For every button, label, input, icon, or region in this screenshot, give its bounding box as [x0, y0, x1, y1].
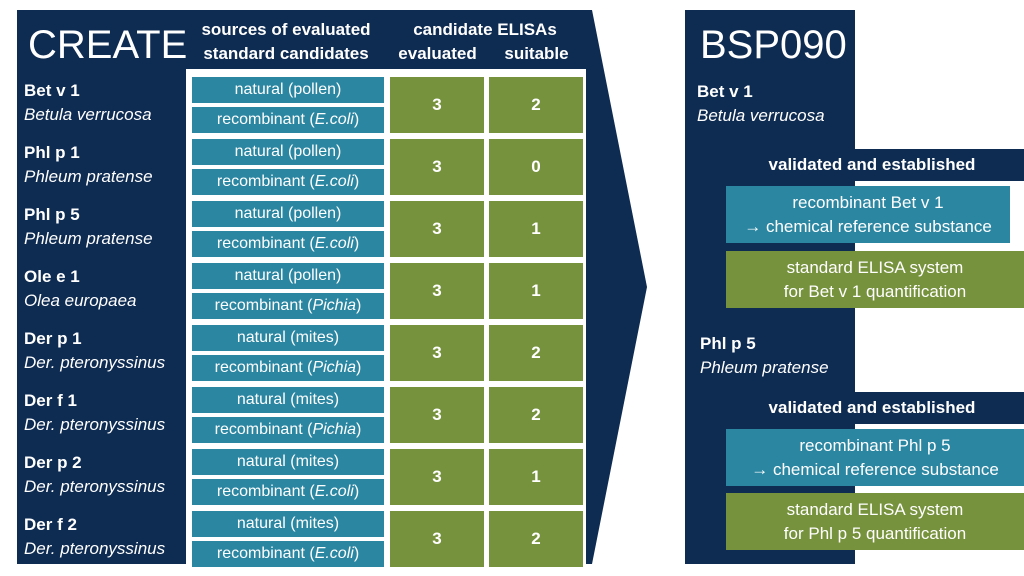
bsp-section2-elisa-box: standard ELISA system for Phl p 5 quanti…	[726, 493, 1024, 550]
row-allergen-name: Der f 1	[24, 391, 77, 410]
recombinant-prefix: recombinant (	[216, 173, 315, 190]
suitable-count-cell: 2	[489, 511, 583, 567]
recombinant-prefix: recombinant (	[216, 235, 315, 252]
evaluated-count-cell: 3	[390, 325, 484, 381]
natural-source-box: natural (pollen)	[192, 201, 384, 227]
suitable-header: suitable	[504, 44, 569, 63]
evaluated-count-cell: 3	[390, 201, 484, 257]
row-allergen-name: Phl p 5	[24, 205, 80, 224]
evaluated-count-cell: 3	[390, 387, 484, 443]
bsp-section1-elisa-box: standard ELISA system for Bet v 1 quanti…	[726, 251, 1024, 308]
bsp-section1-elisa-line1: standard ELISA system	[786, 257, 964, 277]
suitable-count-cell: 1	[489, 449, 583, 505]
bsp-section1-elisa-line2: for Bet v 1 quantification	[783, 281, 967, 301]
natural-source-box: natural (mites)	[192, 325, 384, 351]
elisa-header: candidate ELISAs	[413, 20, 557, 39]
bsp090-title: BSP090	[700, 23, 847, 67]
natural-source-box: natural (pollen)	[192, 77, 384, 103]
natural-source-box: natural (mites)	[192, 387, 384, 413]
suitable-count-cell: 1	[489, 263, 583, 319]
recombinant-host: E.coli	[314, 483, 354, 500]
recombinant-suffix: )	[356, 421, 362, 438]
row-species-name: Olea europaea	[24, 291, 137, 310]
recombinant-prefix: recombinant (	[216, 545, 315, 562]
bsp-section2-elisa-line1: standard ELISA system	[786, 499, 964, 519]
recombinant-source-box: recombinant (Pichia)	[192, 355, 384, 381]
recombinant-suffix: )	[353, 483, 360, 500]
evaluated-count-cell: 3	[390, 449, 484, 505]
bsp-section2-status: validated and established	[720, 392, 1024, 424]
natural-source-box: natural (mites)	[192, 511, 384, 537]
row-species-name: Betula verrucosa	[24, 105, 152, 124]
recombinant-host: E.coli	[314, 545, 354, 562]
bsp-section1-allergen: Bet v 1	[697, 82, 753, 101]
suitable-count-cell: 2	[489, 77, 583, 133]
recombinant-suffix: )	[353, 235, 360, 252]
recombinant-prefix: recombinant (	[216, 111, 315, 128]
recombinant-prefix: recombinant (	[214, 359, 313, 376]
suitable-count-cell: 2	[489, 387, 583, 443]
row-species-name: Der. pteronyssinus	[24, 539, 166, 558]
recombinant-source-box: recombinant (E.coli)	[192, 107, 384, 133]
recombinant-suffix: )	[353, 173, 360, 190]
recombinant-host: E.coli	[314, 173, 354, 190]
row-species-name: Der. pteronyssinus	[24, 477, 166, 496]
recombinant-suffix: )	[353, 545, 360, 562]
create-title: CREATE	[28, 23, 188, 67]
bsp-section1-status: validated and established	[720, 149, 1024, 181]
evaluated-count-cell: 3	[390, 511, 484, 567]
bsp-section2-ref-line1: recombinant Phl p 5	[799, 435, 951, 455]
recombinant-prefix: recombinant (	[214, 421, 313, 438]
bsp-section2-allergen: Phl p 5	[700, 334, 756, 353]
recombinant-host: Pichia	[312, 297, 357, 314]
bsp-section1-ref-line2: → chemical reference substance	[744, 216, 992, 236]
natural-source-box: natural (pollen)	[192, 139, 384, 165]
row-allergen-name: Der p 1	[24, 329, 82, 348]
row-species-name: Der. pteronyssinus	[24, 353, 166, 372]
sources-header-line1: sources of evaluated	[201, 20, 371, 39]
recombinant-host: Pichia	[312, 359, 357, 376]
bsp-section2-ref-line2: → chemical reference substance	[751, 459, 999, 479]
recombinant-suffix: )	[353, 111, 360, 128]
bsp-section2-reference-box: recombinant Phl p 5 → chemical reference…	[726, 429, 1024, 486]
evaluated-count-cell: 3	[390, 263, 484, 319]
recombinant-suffix: )	[356, 297, 362, 314]
recombinant-host: Pichia	[312, 421, 357, 438]
suitable-count-cell: 1	[489, 201, 583, 257]
row-allergen-name: Der f 2	[24, 515, 77, 534]
evaluated-count-cell: 3	[390, 139, 484, 195]
row-allergen-name: Bet v 1	[24, 81, 80, 100]
bsp-section2-elisa-line2: for Phl p 5 quantification	[783, 523, 967, 543]
evaluated-count-cell: 3	[390, 77, 484, 133]
row-allergen-name: Der p 2	[24, 453, 82, 472]
recombinant-source-box: recombinant (E.coli)	[192, 231, 384, 257]
recombinant-prefix: recombinant (	[216, 483, 315, 500]
recombinant-host: E.coli	[314, 111, 354, 128]
recombinant-source-box: recombinant (E.coli)	[192, 541, 384, 567]
recombinant-suffix: )	[356, 359, 362, 376]
bsp-section1-species: Betula verrucosa	[697, 106, 825, 125]
row-species-name: Phleum pratense	[24, 167, 153, 186]
arrow-shape	[592, 10, 647, 564]
bsp-section1-reference-box: recombinant Bet v 1 → chemical reference…	[726, 186, 1010, 243]
suitable-count-cell: 2	[489, 325, 583, 381]
natural-source-box: natural (pollen)	[192, 263, 384, 289]
recombinant-host: E.coli	[314, 235, 354, 252]
row-species-name: Der. pteronyssinus	[24, 415, 166, 434]
row-species-name: Phleum pratense	[24, 229, 153, 248]
suitable-count-cell: 0	[489, 139, 583, 195]
recombinant-source-box: recombinant (E.coli)	[192, 479, 384, 505]
bsp-section2-species: Phleum pratense	[700, 358, 829, 377]
recombinant-source-box: recombinant (Pichia)	[192, 417, 384, 443]
recombinant-prefix: recombinant (	[214, 297, 313, 314]
natural-source-box: natural (mites)	[192, 449, 384, 475]
sources-header-line2: standard candidates	[203, 44, 369, 63]
sources-header: sources of evaluated standard candidates	[186, 18, 386, 66]
bsp-section1-ref-line1: recombinant Bet v 1	[792, 192, 944, 212]
row-allergen-name: Phl p 1	[24, 143, 80, 162]
evaluated-header: evaluated	[398, 44, 477, 63]
recombinant-source-box: recombinant (E.coli)	[192, 169, 384, 195]
recombinant-source-box: recombinant (Pichia)	[192, 293, 384, 319]
row-allergen-name: Ole e 1	[24, 267, 80, 286]
